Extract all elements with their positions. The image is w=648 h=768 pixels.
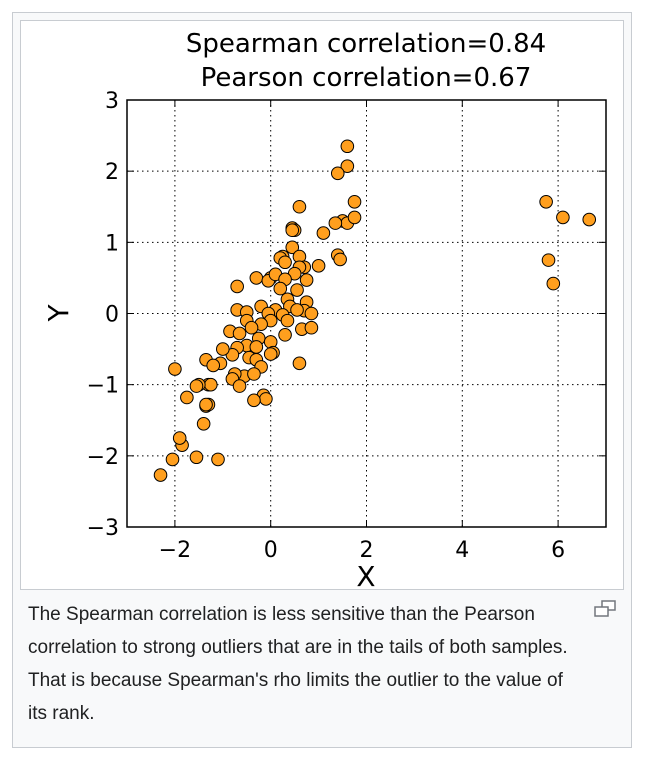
x-tick-label: 4	[455, 538, 469, 563]
data-point	[199, 397, 213, 412]
data-point	[299, 273, 314, 287]
data-point	[280, 313, 295, 328]
data-point	[153, 468, 168, 482]
data-point	[259, 392, 273, 406]
x-tick-label: 2	[360, 538, 374, 563]
data-point	[165, 452, 180, 467]
data-point	[206, 358, 221, 373]
data-point	[539, 194, 553, 209]
data-point	[340, 139, 355, 154]
data-point	[292, 356, 307, 371]
data-point	[340, 159, 355, 173]
data-point	[328, 216, 343, 230]
data-point	[285, 240, 300, 255]
data-point	[278, 328, 292, 342]
y-tick-label: 0	[105, 303, 119, 328]
chart-title-line-1: Spearman correlation=0.84	[186, 29, 546, 59]
data-point	[249, 271, 264, 285]
data-point	[556, 210, 570, 225]
data-point	[333, 252, 347, 267]
data-point	[189, 379, 204, 393]
data-point	[347, 210, 362, 225]
chart-title-line-2: Pearson correlation=0.67	[201, 63, 532, 93]
data-point	[168, 362, 182, 376]
figure-caption: The Spearman correlation is less sensiti…	[28, 604, 568, 724]
data-point	[541, 253, 556, 267]
data-point	[304, 306, 319, 321]
scatter-chart: −2 0 2 4 6 −3 −2 −1 0 1 2 3 Spearman correlation=0.…	[42, 29, 607, 593]
data-point	[247, 393, 261, 408]
y-tick-label: −3	[87, 516, 119, 541]
data-point	[273, 281, 288, 296]
scatter-figure[interactable]: −2 0 2 4 6 −3 −2 −1 0 1 2 3 Spearman correlation=0.…	[20, 20, 624, 593]
data-point	[290, 283, 304, 297]
data-point	[196, 417, 211, 431]
y-tick-label: 3	[105, 89, 119, 114]
y-tick-label: 1	[105, 231, 119, 256]
data-point	[244, 320, 259, 335]
data-point	[330, 166, 345, 181]
data-point	[204, 377, 218, 392]
x-tick-label: −2	[159, 538, 191, 563]
magnify-icon[interactable]	[593, 600, 617, 618]
data-point	[304, 320, 319, 335]
data-point	[232, 379, 247, 393]
data-point	[292, 199, 307, 214]
y-axis-label: Y	[42, 304, 75, 323]
scatter-points	[153, 139, 597, 482]
data-point	[230, 279, 244, 294]
data-point	[216, 342, 230, 356]
x-axis-label: X	[356, 560, 375, 589]
data-point	[285, 223, 300, 238]
data-point	[278, 255, 292, 270]
data-point	[546, 276, 561, 291]
data-point	[247, 367, 261, 381]
x-tick-label: 6	[551, 538, 565, 563]
data-point	[582, 212, 597, 227]
data-point	[316, 226, 331, 240]
data-point	[172, 431, 187, 445]
data-point	[180, 390, 194, 405]
data-point	[189, 450, 204, 465]
data-point	[232, 326, 247, 341]
y-tick-label: −2	[87, 445, 119, 470]
data-point	[249, 340, 264, 354]
x-tick-label: 0	[264, 538, 278, 563]
data-point	[347, 194, 362, 209]
y-tick-label: 2	[105, 160, 119, 185]
y-tick-label: −1	[87, 374, 119, 399]
data-point	[290, 303, 304, 317]
data-point	[263, 347, 278, 361]
data-point	[311, 259, 326, 273]
axis-ticks: −2 0 2 4 6 −3 −2 −1 0 1 2 3	[87, 89, 606, 563]
data-point	[211, 452, 225, 467]
